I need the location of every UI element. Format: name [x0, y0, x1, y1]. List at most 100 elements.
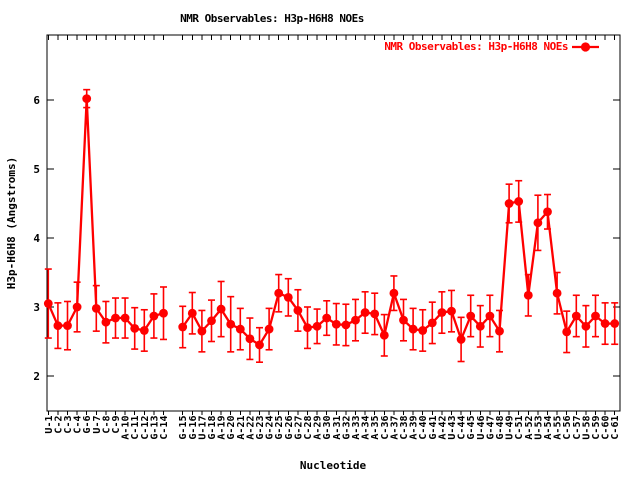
y-tick-label: 3 — [33, 301, 40, 314]
data-point-marker — [466, 311, 476, 321]
data-point-marker — [312, 321, 322, 331]
x-tick-label: G-25 — [274, 416, 285, 440]
x-tick-label: C-9 — [111, 416, 122, 434]
data-point-marker — [331, 319, 341, 329]
data-point-marker — [514, 197, 524, 206]
data-point-marker — [389, 288, 399, 298]
x-tick-label: C-36 — [380, 416, 391, 440]
x-tick-label: C-57 — [572, 416, 583, 440]
x-tick-label: G-6 — [82, 416, 93, 434]
x-tick-label: A-21 — [236, 416, 247, 440]
x-tick-label: C-44 — [457, 416, 468, 440]
data-point-marker — [178, 322, 188, 332]
data-point-marker — [447, 306, 456, 316]
data-point-marker — [399, 315, 408, 325]
x-tick-label: U-58 — [581, 416, 592, 440]
chart-title: NMR Observables: H3p-H6H8 NOEs — [180, 12, 364, 25]
x-tick-label: G-41 — [428, 416, 439, 440]
x-tick-label: U-1 — [44, 416, 55, 434]
data-point-marker — [418, 326, 428, 335]
x-tick-label: A-33 — [351, 416, 362, 440]
data-point-marker — [485, 311, 495, 321]
data-point-marker — [427, 318, 437, 328]
y-tick-label: 2 — [33, 370, 40, 383]
data-point-marker — [216, 304, 226, 314]
x-tick-label: A-22 — [245, 416, 256, 440]
x-tick-label: C-60 — [601, 416, 612, 440]
data-point-marker — [159, 308, 168, 318]
x-tick-label: C-14 — [159, 416, 170, 440]
x-tick-label: G-23 — [255, 416, 266, 440]
data-point-marker — [53, 321, 63, 331]
data-point-marker — [571, 311, 581, 321]
data-point-marker — [274, 288, 284, 298]
data-point-marker — [456, 335, 466, 344]
x-tick-label: A-29 — [313, 416, 324, 440]
data-point-marker — [149, 311, 159, 321]
x-tick-label: C-12 — [140, 416, 151, 440]
data-point-marker — [293, 306, 303, 315]
x-tick-label: G-13 — [149, 416, 160, 440]
x-tick-label: A-10 — [121, 416, 132, 440]
x-tick-label: C-8 — [101, 416, 112, 434]
data-point-marker — [255, 340, 264, 350]
data-point-marker — [562, 327, 572, 337]
data-point-marker — [283, 292, 293, 302]
x-tick-label: U-53 — [533, 416, 544, 440]
x-tick-label: C-59 — [591, 416, 602, 440]
data-point-marker — [437, 308, 447, 317]
x-tick-label: C-28 — [303, 416, 314, 440]
data-point-marker — [101, 317, 111, 327]
data-point-marker — [72, 302, 82, 312]
data-point-marker — [600, 319, 610, 328]
y-tick-label: 4 — [33, 232, 40, 245]
data-point-marker — [303, 323, 312, 333]
data-point-marker — [581, 321, 591, 331]
x-tick-label: G-16 — [188, 416, 199, 440]
x-tick-label: U-49 — [505, 416, 516, 440]
x-tick-label: G-27 — [293, 416, 304, 440]
x-tick-label: G-20 — [226, 416, 237, 440]
x-tick-label: A-35 — [370, 416, 381, 440]
data-point-marker — [379, 330, 389, 340]
x-tick-label: C-11 — [130, 416, 141, 440]
y-tick-label: 6 — [33, 94, 40, 107]
x-tick-label: G-24 — [265, 416, 276, 440]
data-point-marker — [264, 324, 274, 334]
x-tick-label: G-47 — [485, 416, 496, 440]
data-point-marker — [82, 94, 92, 104]
x-tick-label: A-31 — [332, 416, 343, 440]
data-point-marker — [130, 323, 140, 333]
y-axis-label: H3p-H6H8 (Angstroms) — [5, 157, 18, 289]
data-point-marker — [139, 326, 149, 335]
x-tick-label: A-37 — [389, 416, 400, 440]
x-tick-label: C-3 — [63, 416, 74, 434]
x-tick-label: C-40 — [418, 416, 429, 440]
data-point-marker — [360, 308, 370, 317]
x-tick-label: G-15 — [178, 416, 189, 440]
data-point-marker — [197, 326, 207, 336]
data-point-marker — [63, 321, 72, 331]
data-point-marker — [504, 199, 514, 208]
x-tick-label: G-32 — [341, 416, 352, 440]
plot-border — [46, 34, 621, 412]
x-tick-label: A-19 — [217, 416, 228, 440]
x-axis-label: Nucleotide — [299, 459, 367, 472]
data-point-marker — [591, 311, 600, 321]
data-point-marker — [322, 313, 332, 323]
data-point-marker — [351, 315, 360, 325]
y-tick-label: 5 — [33, 163, 40, 176]
x-tick-label: G-26 — [284, 416, 295, 440]
legend-marker-sample — [580, 42, 591, 52]
legend-label: NMR Observables: H3p-H6H8 NOEs — [384, 40, 568, 53]
data-point-marker — [495, 326, 504, 336]
x-tick-label: U-17 — [197, 416, 208, 440]
data-point-marker — [552, 288, 562, 298]
x-tick-label: A-42 — [437, 416, 448, 440]
x-tick-label: A-34 — [361, 416, 372, 440]
x-tick-label: U-43 — [447, 416, 458, 440]
data-point-marker — [370, 309, 380, 319]
x-tick-label: C-56 — [562, 416, 573, 440]
x-tick-label: A-55 — [553, 416, 564, 440]
